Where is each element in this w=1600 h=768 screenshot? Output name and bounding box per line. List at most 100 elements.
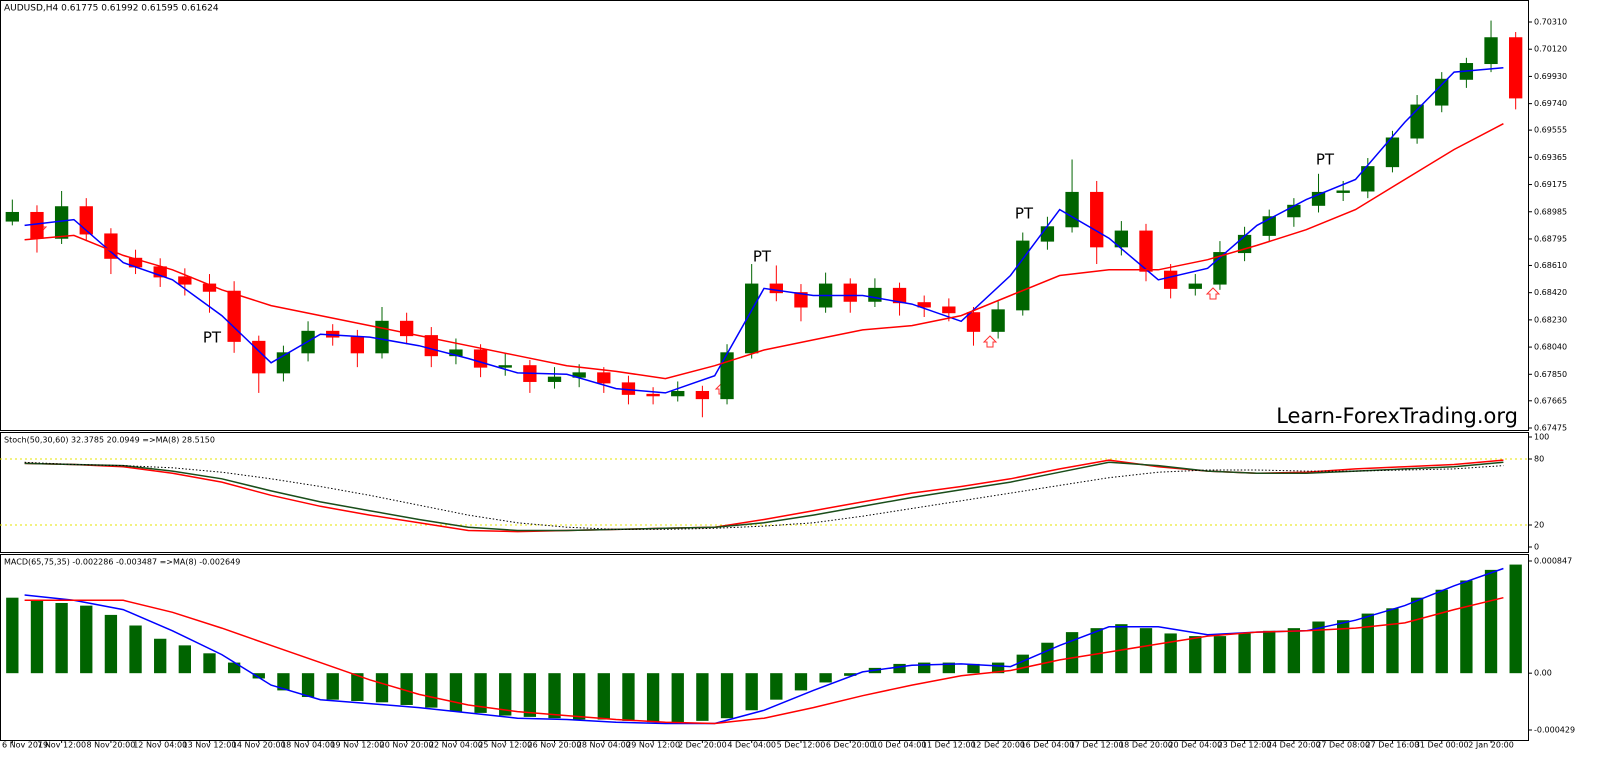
y-tick-label: 80	[1534, 455, 1544, 464]
x-tick-label: 6 Nov 2019	[2, 741, 48, 750]
histogram-bar	[1410, 597, 1424, 674]
candle-body	[769, 283, 783, 294]
x-tick-label: 12 Dec 20:00	[971, 741, 1025, 750]
histogram-bar	[449, 673, 463, 712]
histogram-bar	[499, 673, 512, 716]
y-tick-label: 0.68040	[1534, 343, 1567, 352]
histogram-bar	[1386, 608, 1399, 674]
candle-body	[1361, 166, 1375, 192]
histogram-bar	[573, 673, 586, 720]
x-tick-label: 10 Dec 04:00	[873, 741, 927, 750]
x-tick-label: 31 Dec 00:00	[1415, 741, 1469, 750]
histogram-bar	[1090, 628, 1103, 674]
x-tick-label: 20 Nov 20:00	[380, 741, 434, 750]
histogram-bar	[770, 673, 783, 700]
arrow-up	[1205, 287, 1221, 300]
y-tick-label: 0.000847	[1534, 557, 1572, 566]
histogram-bar	[646, 673, 660, 723]
histogram-bar	[1213, 636, 1227, 674]
y-tick-label: 0.68230	[1534, 315, 1567, 324]
histogram-bar	[794, 673, 808, 691]
candle-body	[1040, 226, 1055, 242]
candle-body	[1114, 230, 1129, 248]
candle-body	[1188, 283, 1202, 289]
histogram-bar	[671, 673, 684, 723]
histogram-bar	[1189, 636, 1202, 674]
histogram-bar	[326, 673, 339, 700]
macd-title: MACD(65,75,35) -0.002286 -0.003487 =>MA(…	[4, 558, 240, 567]
histogram-bar	[745, 673, 758, 711]
histogram-bar	[523, 673, 537, 717]
candle-body	[547, 376, 562, 382]
y-tick-label: 0.68795	[1534, 234, 1567, 243]
histogram-bar	[696, 673, 709, 721]
candle-body	[375, 320, 389, 354]
y-tick-label: 0.00	[1534, 669, 1552, 678]
candle-body	[1509, 37, 1523, 99]
candle-body	[868, 287, 882, 302]
annotation: PT	[753, 248, 772, 266]
histogram-bar	[178, 645, 191, 674]
candle-body	[597, 372, 611, 384]
histogram-bar	[6, 597, 19, 674]
histogram-bar	[474, 673, 487, 713]
y-tick-label: 0.69175	[1534, 180, 1567, 189]
histogram-bar	[1337, 620, 1350, 674]
histogram-bar	[203, 653, 216, 674]
candle-body	[178, 276, 192, 285]
candle-body	[1090, 191, 1104, 248]
x-tick-label: 19 Nov 12:00	[330, 741, 384, 750]
histogram-bar	[425, 673, 438, 708]
x-tick-label: 20 Dec 04:00	[1168, 741, 1222, 750]
histogram-bar	[548, 673, 561, 719]
histogram-bar	[991, 662, 1005, 674]
candle-body	[1262, 216, 1276, 236]
histogram-bar	[301, 673, 315, 698]
y-tick-label: 0.70120	[1534, 45, 1567, 54]
macd-line	[24, 596, 1504, 725]
x-tick-label: 29 Nov 12:00	[626, 741, 680, 750]
histogram-bar	[1435, 589, 1448, 674]
histogram-bar	[1312, 621, 1325, 674]
histogram-bar	[30, 600, 44, 674]
candle-body	[646, 393, 660, 397]
histogram-bar	[622, 673, 635, 721]
histogram-bar	[129, 625, 142, 674]
x-tick-label: 2 Jan 20:00	[1468, 741, 1514, 750]
y-tick-label: 0.69740	[1534, 99, 1567, 108]
price-panel	[0, 0, 1529, 431]
histogram-bar	[844, 673, 857, 676]
candle-body	[54, 206, 69, 239]
histogram-bar	[720, 673, 734, 719]
x-tick-label: 5 Dec 12:00	[777, 741, 826, 750]
x-tick-label: 7 Nov 12:00	[37, 741, 86, 750]
x-tick-label: 22 Nov 04:00	[429, 741, 483, 750]
y-tick-label: 0.69555	[1534, 126, 1567, 135]
y-tick-label: 20	[1534, 521, 1544, 530]
y-tick-label: 0.67665	[1534, 396, 1567, 405]
y-tick-label: 0.68985	[1534, 207, 1567, 216]
candle-body	[1065, 191, 1079, 228]
histogram-bar	[918, 662, 931, 674]
x-tick-label: 4 Dec 04:00	[727, 741, 776, 750]
x-tick-label: 13 Nov 12:00	[183, 741, 237, 750]
x-tick-label: 18 Dec 20:00	[1119, 741, 1173, 750]
histogram-bar	[597, 673, 610, 720]
watermark: Learn-ForexTrading.org	[1276, 404, 1518, 428]
histogram-bar	[104, 614, 118, 674]
histogram-bar	[55, 602, 68, 674]
candle-body	[473, 349, 488, 368]
moving-average	[24, 67, 1504, 394]
x-tick-label: 6 Dec 20:00	[826, 741, 875, 750]
candle-body	[350, 336, 365, 354]
histogram-bar	[1509, 564, 1522, 674]
y-tick-label: 0.70310	[1534, 18, 1567, 27]
candle-body	[843, 283, 857, 302]
histogram-bar	[80, 605, 93, 674]
candle-body	[424, 335, 438, 357]
candle-body	[227, 290, 241, 342]
candle-body	[671, 390, 685, 397]
arrow-up	[982, 335, 998, 348]
candle-body	[991, 309, 1005, 332]
x-tick-label: 2 Dec 20:00	[678, 741, 727, 750]
